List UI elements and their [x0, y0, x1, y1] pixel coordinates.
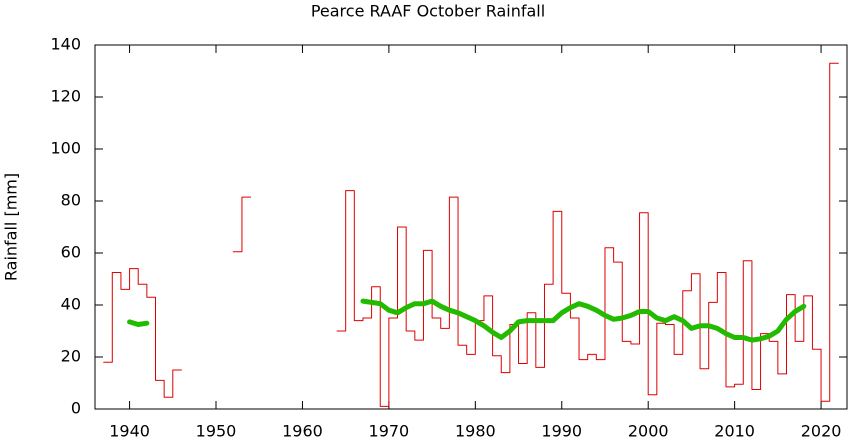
plot-frame [94, 44, 848, 410]
y-tick-label: 60 [61, 243, 81, 262]
step-line [103, 268, 182, 398]
x-tick-label: 1990 [541, 422, 582, 440]
y-tick-label: 80 [61, 191, 81, 210]
smooth-line [127, 319, 150, 327]
x-tick-label: 2010 [714, 422, 755, 440]
y-tick-label: 20 [61, 347, 81, 366]
step-line [232, 196, 252, 253]
y-tick-label: 100 [50, 139, 81, 158]
x-tick-label: 1940 [109, 422, 150, 440]
x-tick-label: 1980 [455, 422, 496, 440]
x-tick-label: 1970 [369, 422, 410, 440]
x-tick-label: 2000 [628, 422, 669, 440]
chart-title: Pearce RAAF October Rainfall [311, 2, 545, 21]
y-tick-label: 40 [61, 295, 81, 314]
y-axis-label: Rainfall [mm] [2, 173, 21, 281]
step-line [336, 62, 839, 407]
x-tick-label: 2020 [801, 422, 842, 440]
y-tick-label: 120 [50, 87, 81, 106]
y-tick-label: 140 [50, 35, 81, 54]
x-tick-label: 1950 [196, 422, 237, 440]
x-tick-label: 1960 [282, 422, 323, 440]
smooth-line [360, 298, 807, 343]
y-tick-label: 0 [71, 399, 81, 418]
